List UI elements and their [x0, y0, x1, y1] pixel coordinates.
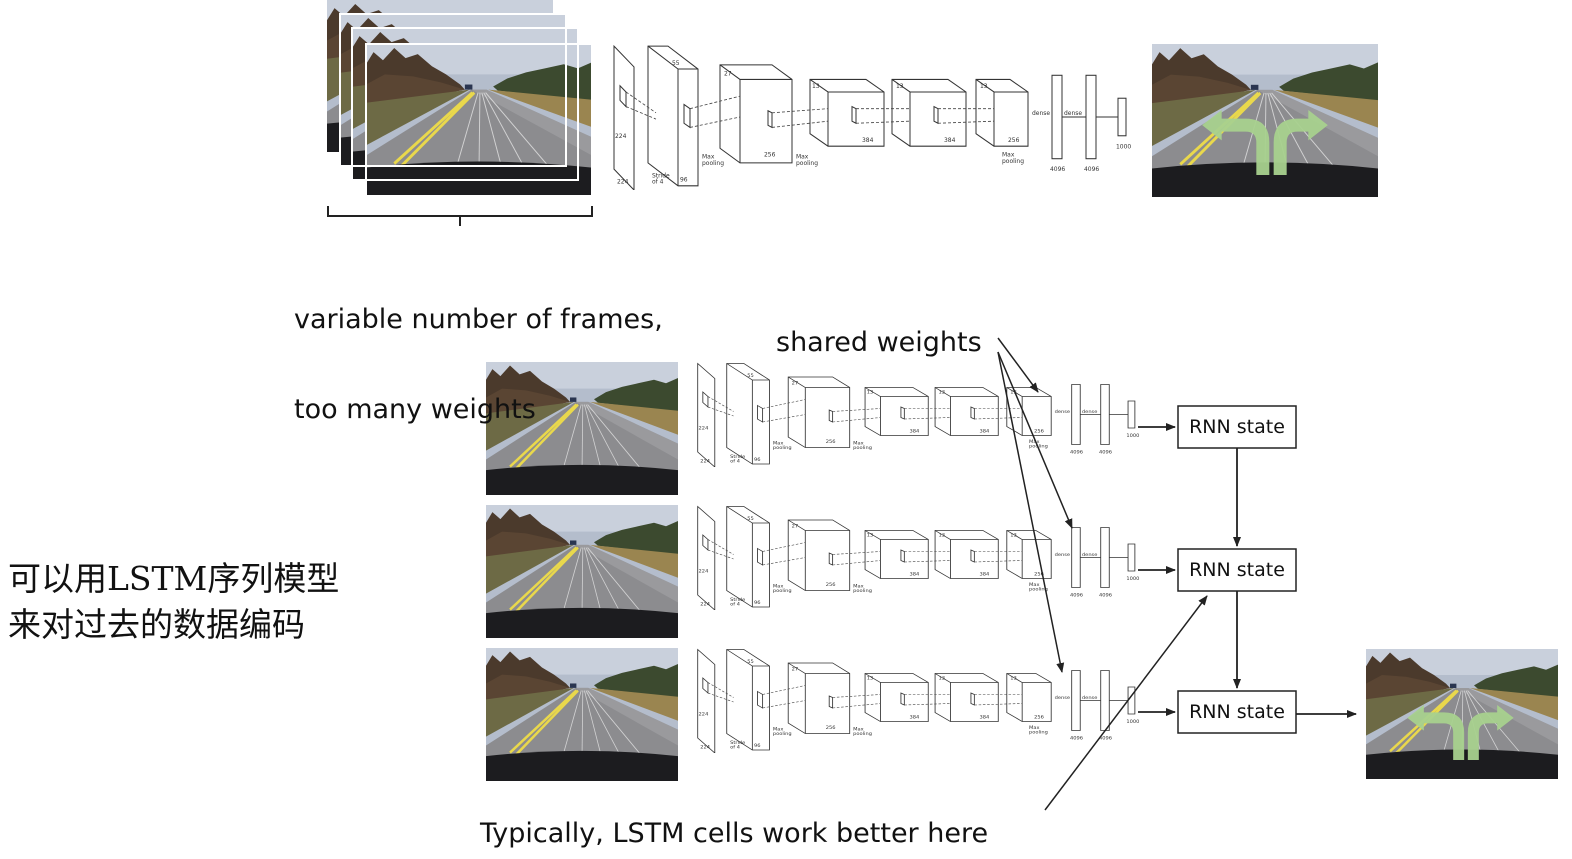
- rnn-state-label-3: RNN state: [1189, 701, 1285, 723]
- shared-weights-label: shared weights: [776, 327, 982, 358]
- lstm-caption: Typically, LSTM cells work better here: [480, 818, 989, 849]
- rnn-state-label-1: RNN state: [1189, 416, 1285, 438]
- road-photo: [366, 44, 592, 196]
- frames-caption-line1: variable number of frames,: [294, 304, 663, 335]
- cnn-rows: [697, 363, 1140, 753]
- cnn-architecture: [697, 363, 1140, 467]
- rnn-input-arrows: [1138, 423, 1176, 716]
- cnn-architecture-top: [613, 45, 1132, 190]
- frames-caption-line2: too many weights: [294, 394, 536, 425]
- cnn-architecture: [697, 506, 1140, 610]
- frames-caption: variable number of frames, too many weig…: [294, 245, 663, 455]
- frames-brace: [327, 206, 593, 226]
- rnn-recurrent-arrows: [1233, 448, 1357, 718]
- side-note-line1: 可以用LSTM序列模型: [8, 559, 340, 598]
- rnn-state-label-2: RNN state: [1189, 559, 1285, 581]
- side-note: 可以用LSTM序列模型 来对过去的数据编码: [8, 556, 339, 648]
- frame-stack: [327, 0, 593, 197]
- road-photo: [486, 648, 678, 781]
- side-note-line2: 来对过去的数据编码: [8, 605, 305, 644]
- road-photo: [486, 505, 678, 638]
- rnn-box-3: [1177, 690, 1297, 734]
- shared-weights-arrows: [997, 337, 1073, 673]
- cnn-architecture: [697, 649, 1140, 753]
- lstm-arrow: [1044, 595, 1208, 811]
- rnn-box-1: [1177, 405, 1297, 449]
